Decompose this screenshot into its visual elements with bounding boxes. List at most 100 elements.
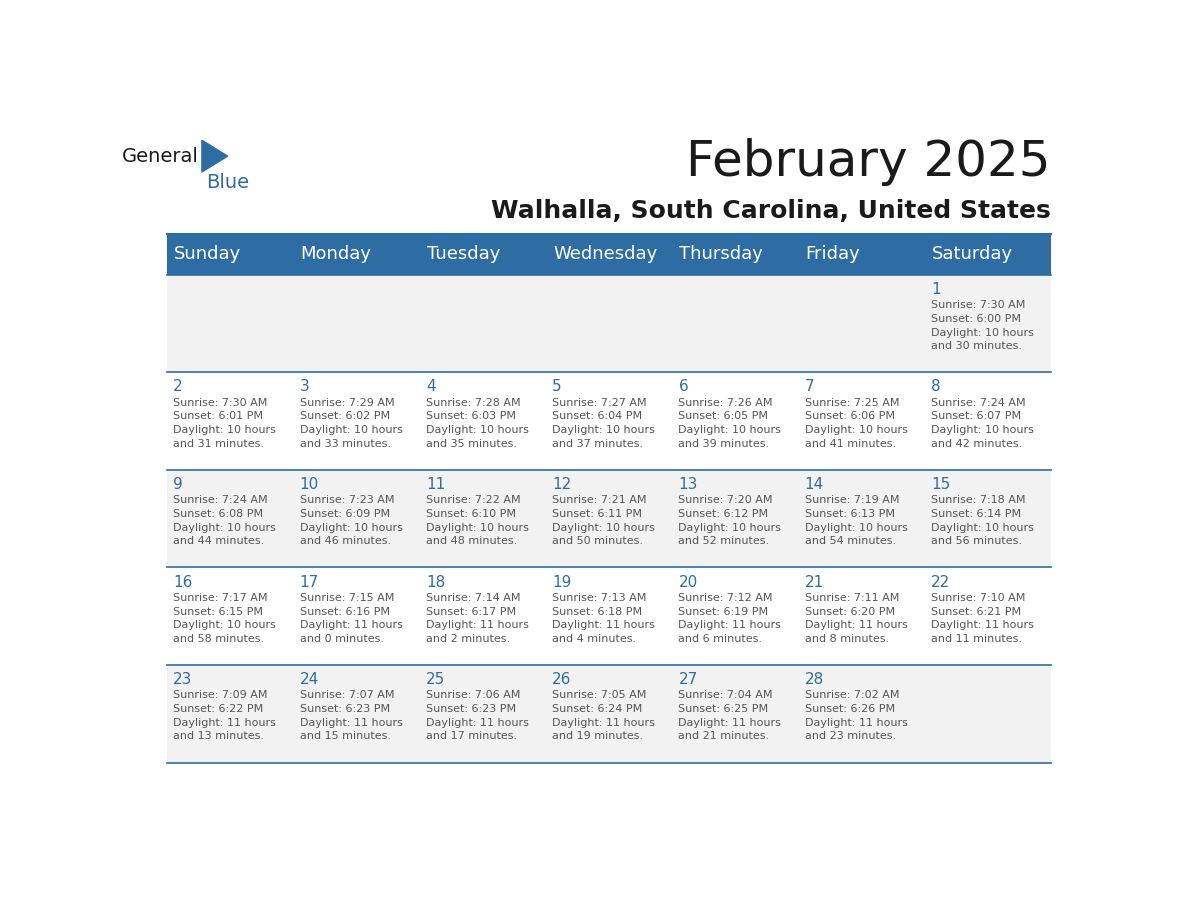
Text: Walhalla, South Carolina, United States: Walhalla, South Carolina, United States	[491, 198, 1051, 222]
Text: Sunrise: 7:20 AM
Sunset: 6:12 PM
Daylight: 10 hours
and 52 minutes.: Sunrise: 7:20 AM Sunset: 6:12 PM Dayligh…	[678, 496, 782, 546]
Text: 19: 19	[552, 575, 571, 589]
Text: Sunrise: 7:09 AM
Sunset: 6:22 PM
Daylight: 11 hours
and 13 minutes.: Sunrise: 7:09 AM Sunset: 6:22 PM Dayligh…	[173, 690, 277, 742]
Text: Sunrise: 7:30 AM
Sunset: 6:00 PM
Daylight: 10 hours
and 30 minutes.: Sunrise: 7:30 AM Sunset: 6:00 PM Dayligh…	[931, 300, 1034, 351]
Text: 1: 1	[931, 282, 941, 297]
FancyBboxPatch shape	[672, 567, 798, 665]
Text: Thursday: Thursday	[680, 245, 763, 263]
FancyBboxPatch shape	[798, 470, 924, 567]
Text: 20: 20	[678, 575, 697, 589]
FancyBboxPatch shape	[293, 373, 419, 470]
Text: Sunrise: 7:26 AM
Sunset: 6:05 PM
Daylight: 10 hours
and 39 minutes.: Sunrise: 7:26 AM Sunset: 6:05 PM Dayligh…	[678, 397, 782, 449]
Text: Sunrise: 7:13 AM
Sunset: 6:18 PM
Daylight: 11 hours
and 4 minutes.: Sunrise: 7:13 AM Sunset: 6:18 PM Dayligh…	[552, 593, 655, 644]
Text: Sunrise: 7:10 AM
Sunset: 6:21 PM
Daylight: 11 hours
and 11 minutes.: Sunrise: 7:10 AM Sunset: 6:21 PM Dayligh…	[931, 593, 1034, 644]
Text: 12: 12	[552, 477, 571, 492]
FancyBboxPatch shape	[545, 373, 672, 470]
Text: Sunrise: 7:17 AM
Sunset: 6:15 PM
Daylight: 10 hours
and 58 minutes.: Sunrise: 7:17 AM Sunset: 6:15 PM Dayligh…	[173, 593, 277, 644]
Text: Tuesday: Tuesday	[426, 245, 500, 263]
Text: Sunrise: 7:30 AM
Sunset: 6:01 PM
Daylight: 10 hours
and 31 minutes.: Sunrise: 7:30 AM Sunset: 6:01 PM Dayligh…	[173, 397, 277, 449]
Text: Sunrise: 7:29 AM
Sunset: 6:02 PM
Daylight: 10 hours
and 33 minutes.: Sunrise: 7:29 AM Sunset: 6:02 PM Dayligh…	[299, 397, 403, 449]
Text: Sunrise: 7:15 AM
Sunset: 6:16 PM
Daylight: 11 hours
and 0 minutes.: Sunrise: 7:15 AM Sunset: 6:16 PM Dayligh…	[299, 593, 403, 644]
FancyBboxPatch shape	[166, 274, 293, 373]
Text: Sunrise: 7:24 AM
Sunset: 6:07 PM
Daylight: 10 hours
and 42 minutes.: Sunrise: 7:24 AM Sunset: 6:07 PM Dayligh…	[931, 397, 1034, 449]
FancyBboxPatch shape	[545, 665, 672, 763]
FancyBboxPatch shape	[545, 274, 672, 373]
FancyBboxPatch shape	[924, 274, 1051, 373]
Text: 2: 2	[173, 379, 183, 395]
Text: 4: 4	[425, 379, 436, 395]
FancyBboxPatch shape	[293, 470, 419, 567]
Text: 11: 11	[425, 477, 446, 492]
FancyBboxPatch shape	[293, 567, 419, 665]
Text: Sunday: Sunday	[175, 245, 241, 263]
Text: Wednesday: Wednesday	[554, 245, 657, 263]
Text: Sunrise: 7:05 AM
Sunset: 6:24 PM
Daylight: 11 hours
and 19 minutes.: Sunrise: 7:05 AM Sunset: 6:24 PM Dayligh…	[552, 690, 655, 742]
Text: 13: 13	[678, 477, 697, 492]
FancyBboxPatch shape	[419, 567, 545, 665]
Text: Sunrise: 7:21 AM
Sunset: 6:11 PM
Daylight: 10 hours
and 50 minutes.: Sunrise: 7:21 AM Sunset: 6:11 PM Dayligh…	[552, 496, 655, 546]
Text: 23: 23	[173, 672, 192, 687]
Text: Blue: Blue	[207, 174, 249, 193]
Text: Sunrise: 7:28 AM
Sunset: 6:03 PM
Daylight: 10 hours
and 35 minutes.: Sunrise: 7:28 AM Sunset: 6:03 PM Dayligh…	[425, 397, 529, 449]
FancyBboxPatch shape	[166, 470, 293, 567]
Text: 22: 22	[931, 575, 950, 589]
Text: February 2025: February 2025	[687, 139, 1051, 186]
Text: Sunrise: 7:02 AM
Sunset: 6:26 PM
Daylight: 11 hours
and 23 minutes.: Sunrise: 7:02 AM Sunset: 6:26 PM Dayligh…	[804, 690, 908, 742]
FancyBboxPatch shape	[924, 373, 1051, 470]
Text: Monday: Monday	[301, 245, 372, 263]
FancyBboxPatch shape	[166, 373, 293, 470]
FancyBboxPatch shape	[672, 665, 798, 763]
Text: Friday: Friday	[805, 245, 860, 263]
FancyBboxPatch shape	[419, 665, 545, 763]
FancyBboxPatch shape	[798, 373, 924, 470]
Text: 14: 14	[804, 477, 824, 492]
FancyBboxPatch shape	[672, 274, 798, 373]
Text: Sunrise: 7:19 AM
Sunset: 6:13 PM
Daylight: 10 hours
and 54 minutes.: Sunrise: 7:19 AM Sunset: 6:13 PM Dayligh…	[804, 496, 908, 546]
Text: 28: 28	[804, 672, 824, 687]
FancyBboxPatch shape	[924, 470, 1051, 567]
Text: Sunrise: 7:04 AM
Sunset: 6:25 PM
Daylight: 11 hours
and 21 minutes.: Sunrise: 7:04 AM Sunset: 6:25 PM Dayligh…	[678, 690, 782, 742]
FancyBboxPatch shape	[166, 234, 1051, 274]
FancyBboxPatch shape	[798, 274, 924, 373]
FancyBboxPatch shape	[293, 665, 419, 763]
Text: 9: 9	[173, 477, 183, 492]
Text: 7: 7	[804, 379, 814, 395]
Text: Sunrise: 7:07 AM
Sunset: 6:23 PM
Daylight: 11 hours
and 15 minutes.: Sunrise: 7:07 AM Sunset: 6:23 PM Dayligh…	[299, 690, 403, 742]
FancyBboxPatch shape	[166, 665, 293, 763]
FancyBboxPatch shape	[545, 470, 672, 567]
FancyBboxPatch shape	[672, 373, 798, 470]
Text: General: General	[122, 147, 200, 165]
Text: Sunrise: 7:11 AM
Sunset: 6:20 PM
Daylight: 11 hours
and 8 minutes.: Sunrise: 7:11 AM Sunset: 6:20 PM Dayligh…	[804, 593, 908, 644]
Text: 17: 17	[299, 575, 318, 589]
Polygon shape	[202, 140, 228, 172]
Text: Sunrise: 7:06 AM
Sunset: 6:23 PM
Daylight: 11 hours
and 17 minutes.: Sunrise: 7:06 AM Sunset: 6:23 PM Dayligh…	[425, 690, 529, 742]
Text: 18: 18	[425, 575, 446, 589]
Text: 16: 16	[173, 575, 192, 589]
Text: 15: 15	[931, 477, 950, 492]
FancyBboxPatch shape	[924, 567, 1051, 665]
Text: 26: 26	[552, 672, 571, 687]
Text: 10: 10	[299, 477, 318, 492]
Text: 27: 27	[678, 672, 697, 687]
FancyBboxPatch shape	[672, 470, 798, 567]
Text: Sunrise: 7:22 AM
Sunset: 6:10 PM
Daylight: 10 hours
and 48 minutes.: Sunrise: 7:22 AM Sunset: 6:10 PM Dayligh…	[425, 496, 529, 546]
FancyBboxPatch shape	[419, 373, 545, 470]
Text: Sunrise: 7:14 AM
Sunset: 6:17 PM
Daylight: 11 hours
and 2 minutes.: Sunrise: 7:14 AM Sunset: 6:17 PM Dayligh…	[425, 593, 529, 644]
FancyBboxPatch shape	[924, 665, 1051, 763]
FancyBboxPatch shape	[419, 274, 545, 373]
Text: Sunrise: 7:12 AM
Sunset: 6:19 PM
Daylight: 11 hours
and 6 minutes.: Sunrise: 7:12 AM Sunset: 6:19 PM Dayligh…	[678, 593, 782, 644]
Text: 25: 25	[425, 672, 446, 687]
Text: Sunrise: 7:24 AM
Sunset: 6:08 PM
Daylight: 10 hours
and 44 minutes.: Sunrise: 7:24 AM Sunset: 6:08 PM Dayligh…	[173, 496, 277, 546]
FancyBboxPatch shape	[293, 274, 419, 373]
Text: 3: 3	[299, 379, 309, 395]
Text: 8: 8	[931, 379, 941, 395]
Text: Sunrise: 7:27 AM
Sunset: 6:04 PM
Daylight: 10 hours
and 37 minutes.: Sunrise: 7:27 AM Sunset: 6:04 PM Dayligh…	[552, 397, 655, 449]
FancyBboxPatch shape	[545, 567, 672, 665]
Text: 21: 21	[804, 575, 824, 589]
Text: Sunrise: 7:18 AM
Sunset: 6:14 PM
Daylight: 10 hours
and 56 minutes.: Sunrise: 7:18 AM Sunset: 6:14 PM Dayligh…	[931, 496, 1034, 546]
Text: Sunrise: 7:25 AM
Sunset: 6:06 PM
Daylight: 10 hours
and 41 minutes.: Sunrise: 7:25 AM Sunset: 6:06 PM Dayligh…	[804, 397, 908, 449]
FancyBboxPatch shape	[798, 665, 924, 763]
Text: 5: 5	[552, 379, 562, 395]
Text: 6: 6	[678, 379, 688, 395]
FancyBboxPatch shape	[166, 567, 293, 665]
FancyBboxPatch shape	[419, 470, 545, 567]
